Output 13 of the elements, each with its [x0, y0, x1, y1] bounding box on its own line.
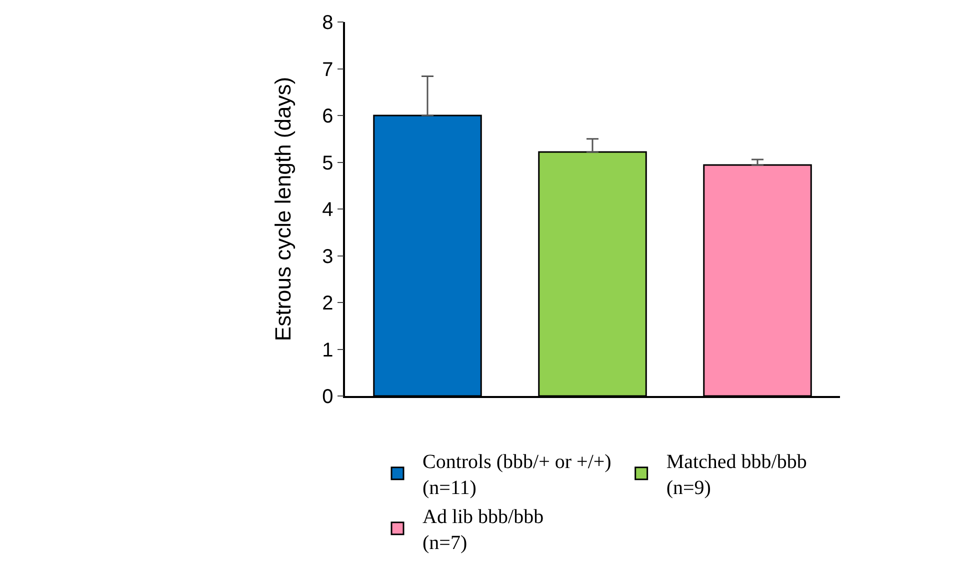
- y-tick-label: 1: [322, 339, 334, 362]
- y-tick-label: 8: [322, 12, 334, 34]
- y-tick-label: 0: [322, 386, 334, 408]
- y-tick-label: 4: [322, 199, 334, 221]
- legend-label: Controls (bbb/+ or +/+) (n=11): [422, 451, 612, 500]
- y-tick-label: 6: [322, 106, 334, 128]
- y-tick-label: 7: [322, 58, 334, 81]
- y-tick-label: 3: [322, 246, 334, 268]
- y-tick-label: 2: [322, 292, 334, 314]
- legend-label: Ad lib bbb/bbb (n=7): [422, 506, 544, 554]
- legend-label: Matched bbb/bbb (n=9): [666, 451, 807, 500]
- y-axis-title: Estrous cycle length (days): [270, 76, 296, 342]
- y-tick-label: 5: [322, 152, 334, 174]
